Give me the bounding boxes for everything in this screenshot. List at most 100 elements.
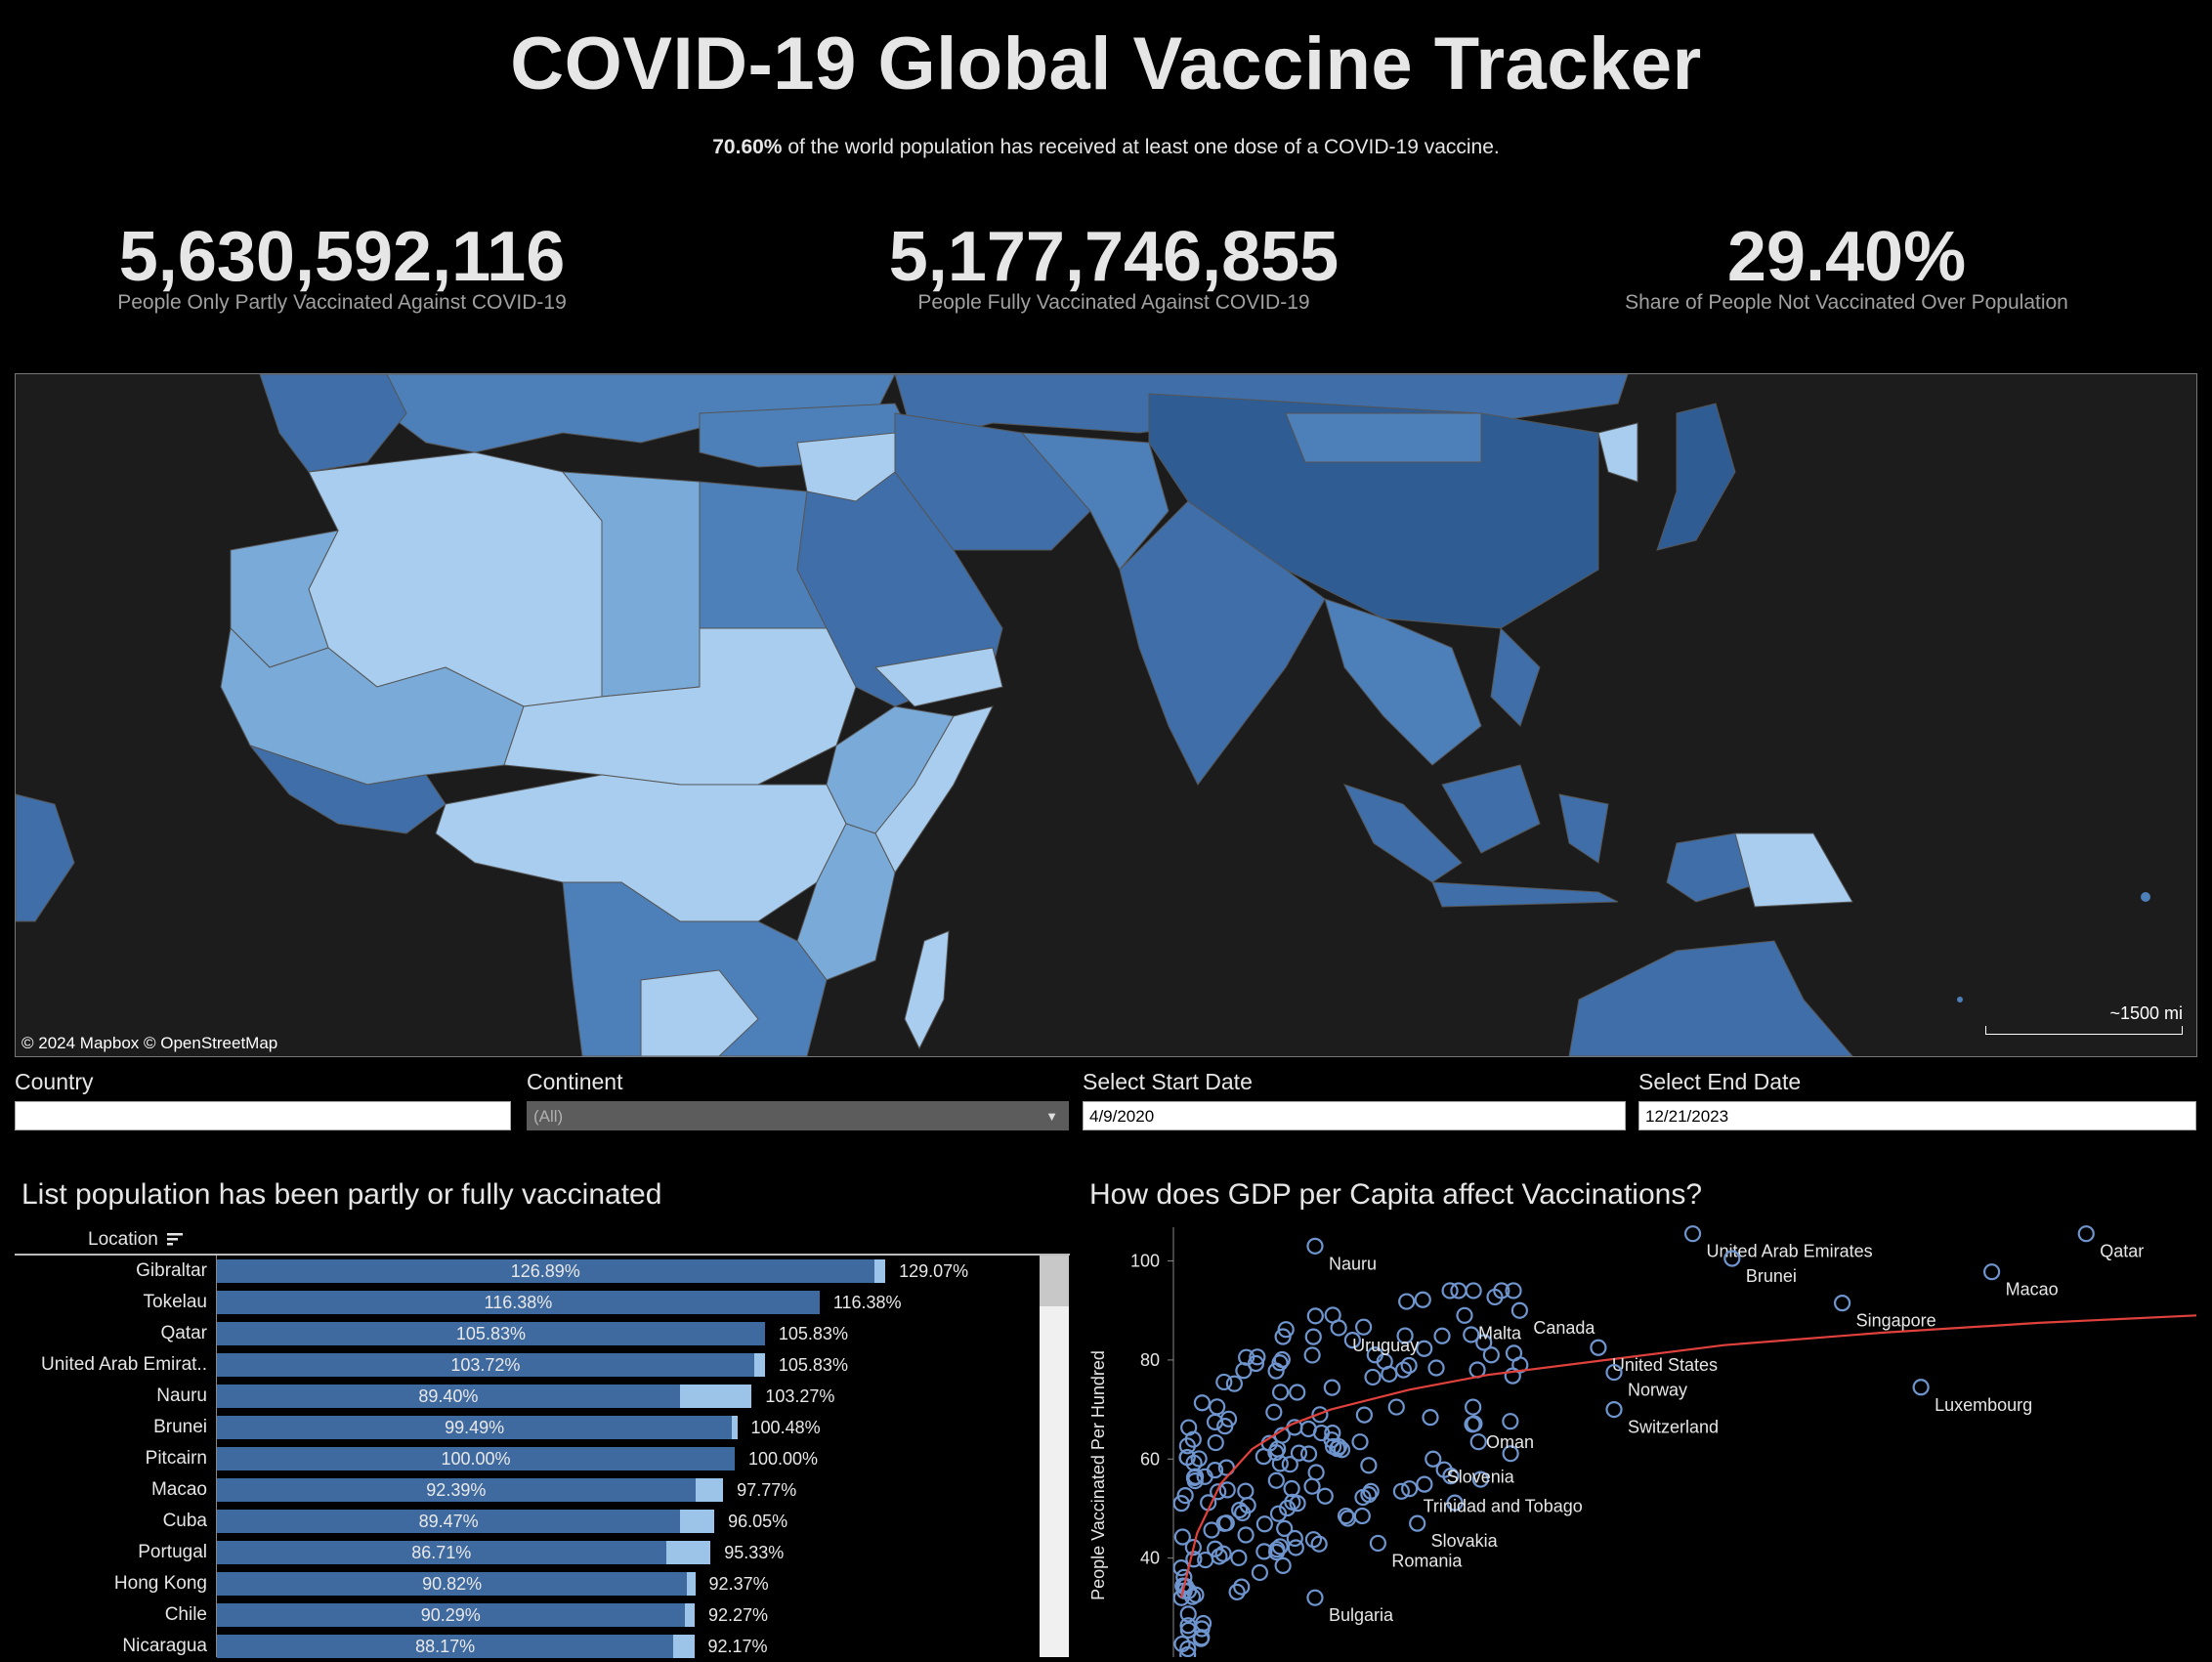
map-region-botswana[interactable] (640, 969, 759, 1056)
scatter-point[interactable] (1211, 1548, 1228, 1565)
map-region-south-america[interactable] (16, 793, 75, 922)
scatter-point[interactable] (1190, 1450, 1208, 1468)
scatter-point[interactable] (1450, 1282, 1468, 1300)
scatter-point[interactable] (1303, 1477, 1321, 1495)
country-input[interactable] (15, 1101, 511, 1130)
scatter-point[interactable] (1303, 1346, 1321, 1364)
map-region-philippines[interactable] (1490, 626, 1541, 727)
scatter-point-labeled[interactable] (1723, 1250, 1741, 1267)
map-region-north-korea[interactable] (1597, 422, 1638, 483)
map-region-mongolia[interactable] (1285, 412, 1482, 463)
map-region-syria-iraq[interactable] (796, 432, 896, 502)
bar-row[interactable]: United Arab Emirat.. 103.72% 105.83% (0, 1349, 1040, 1381)
bar-row[interactable]: Hong Kong 90.82% 92.37% (0, 1568, 1040, 1599)
scatter-point[interactable] (1381, 1365, 1398, 1383)
bar-partly-vaccinated[interactable] (217, 1541, 666, 1564)
scatter-point-labeled[interactable] (1982, 1263, 2001, 1281)
scatter-point[interactable] (1176, 1486, 1194, 1505)
bar-partly-vaccinated[interactable] (217, 1291, 820, 1314)
scatter-point[interactable] (1267, 1471, 1285, 1489)
scatter-point-labeled[interactable] (1409, 1514, 1426, 1532)
scatter-point-labeled[interactable] (2077, 1225, 2095, 1243)
scatter-point[interactable] (1186, 1471, 1204, 1490)
scatter-point[interactable] (1299, 1445, 1318, 1463)
scatter-point[interactable] (1185, 1551, 1203, 1568)
scatter-point[interactable] (1427, 1359, 1445, 1377)
chevron-down-icon[interactable]: ▼ (1045, 1109, 1058, 1124)
map-region-congo[interactable] (435, 774, 847, 922)
scatter-point[interactable] (1203, 1521, 1220, 1539)
scatter-point[interactable] (1469, 1433, 1487, 1451)
scatter-point[interactable] (1218, 1481, 1236, 1499)
scatter-point[interactable] (1179, 1640, 1197, 1657)
map-region-china[interactable] (1148, 393, 1599, 629)
bar-row[interactable]: Nicaragua 88.17% 92.17% (0, 1631, 1040, 1662)
scatter-point[interactable] (1207, 1433, 1224, 1452)
start-date-input[interactable]: 4/9/2020 (1083, 1101, 1626, 1130)
map-region-iberia[interactable] (259, 374, 407, 473)
map-region-papua-new-guinea[interactable] (1734, 832, 1853, 908)
scatter-point-labeled[interactable] (1330, 1319, 1347, 1337)
scatter-point-labeled[interactable] (1683, 1225, 1702, 1243)
scatter-point[interactable] (1233, 1578, 1251, 1596)
scatter-point[interactable] (1179, 1621, 1197, 1639)
scatter-point[interactable] (1316, 1487, 1334, 1505)
scatter-point-labeled[interactable] (1605, 1363, 1623, 1382)
scatter-point-labeled[interactable] (1605, 1400, 1623, 1419)
scatter-point[interactable] (1269, 1505, 1288, 1522)
scatter-point[interactable] (1339, 1510, 1357, 1527)
scatter-point[interactable] (1184, 1539, 1202, 1556)
scatter-point[interactable] (1475, 1334, 1493, 1351)
scatter-point[interactable] (1255, 1448, 1272, 1466)
scatter-point[interactable] (1238, 1348, 1255, 1366)
bar-chart-scrollbar[interactable] (1040, 1256, 1069, 1657)
scatter-point[interactable] (1274, 1556, 1292, 1574)
scatter-point[interactable] (1433, 1327, 1451, 1344)
scatter-point[interactable] (1355, 1406, 1373, 1424)
scatter-point[interactable] (1465, 1282, 1482, 1300)
bar-partly-vaccinated[interactable] (217, 1635, 674, 1658)
scatter-point[interactable] (1206, 1413, 1224, 1430)
bar-partly-vaccinated[interactable] (217, 1572, 688, 1596)
scatter-point[interactable] (1283, 1479, 1300, 1498)
bar-row[interactable]: Portugal 86.71% 95.33% (0, 1537, 1040, 1568)
scatter-point[interactable] (1505, 1282, 1522, 1300)
scatter-point[interactable] (1230, 1549, 1248, 1566)
bar-row[interactable]: Brunei 99.49% 100.48% (0, 1412, 1040, 1443)
scatter-point[interactable] (1173, 1528, 1191, 1546)
scatter-point[interactable] (1225, 1375, 1243, 1392)
scatter-point[interactable] (1482, 1346, 1500, 1364)
bar-partly-vaccinated[interactable] (217, 1447, 735, 1470)
scatter-point-labeled[interactable] (1425, 1450, 1442, 1468)
bar-row[interactable]: Nauru 89.40% 103.27% (0, 1381, 1040, 1412)
scatter-point[interactable] (1502, 1413, 1519, 1430)
scatter-point[interactable] (1206, 1462, 1224, 1479)
scatter-point[interactable] (1355, 1318, 1373, 1336)
scatter-point[interactable] (1392, 1482, 1410, 1500)
scatter-point-labeled[interactable] (1306, 1589, 1324, 1606)
map-region-madagascar[interactable] (904, 930, 950, 1050)
scatter-point[interactable] (1255, 1543, 1273, 1560)
scatter-point[interactable] (1193, 1394, 1212, 1412)
scatter-point[interactable] (1387, 1398, 1405, 1416)
scatter-point[interactable] (1306, 1307, 1324, 1325)
scatter-point[interactable] (1486, 1288, 1504, 1306)
map-region-yemen[interactable] (873, 647, 1003, 707)
scatter-point[interactable] (1505, 1344, 1523, 1362)
scatter-point[interactable] (1286, 1529, 1303, 1548)
map-region-island[interactable] (2141, 892, 2150, 902)
scatter-point[interactable] (1362, 1482, 1380, 1500)
scatter-point[interactable] (1304, 1328, 1322, 1345)
scatter-point[interactable] (1324, 1425, 1341, 1442)
bar-partly-vaccinated[interactable] (217, 1385, 680, 1408)
scatter-point[interactable] (1343, 1332, 1361, 1349)
scatter-point[interactable] (1271, 1384, 1290, 1401)
scatter-point[interactable] (1255, 1515, 1273, 1533)
bar-partly-vaccinated[interactable] (217, 1416, 733, 1439)
scatter-point[interactable] (1416, 1475, 1433, 1493)
bar-row[interactable]: Cuba 89.47% 96.05% (0, 1506, 1040, 1537)
continent-select[interactable]: (All) ▼ (527, 1101, 1069, 1130)
scatter-point[interactable] (1217, 1514, 1235, 1532)
scatter-point[interactable] (1400, 1356, 1418, 1375)
scatter-point[interactable] (1251, 1563, 1269, 1582)
